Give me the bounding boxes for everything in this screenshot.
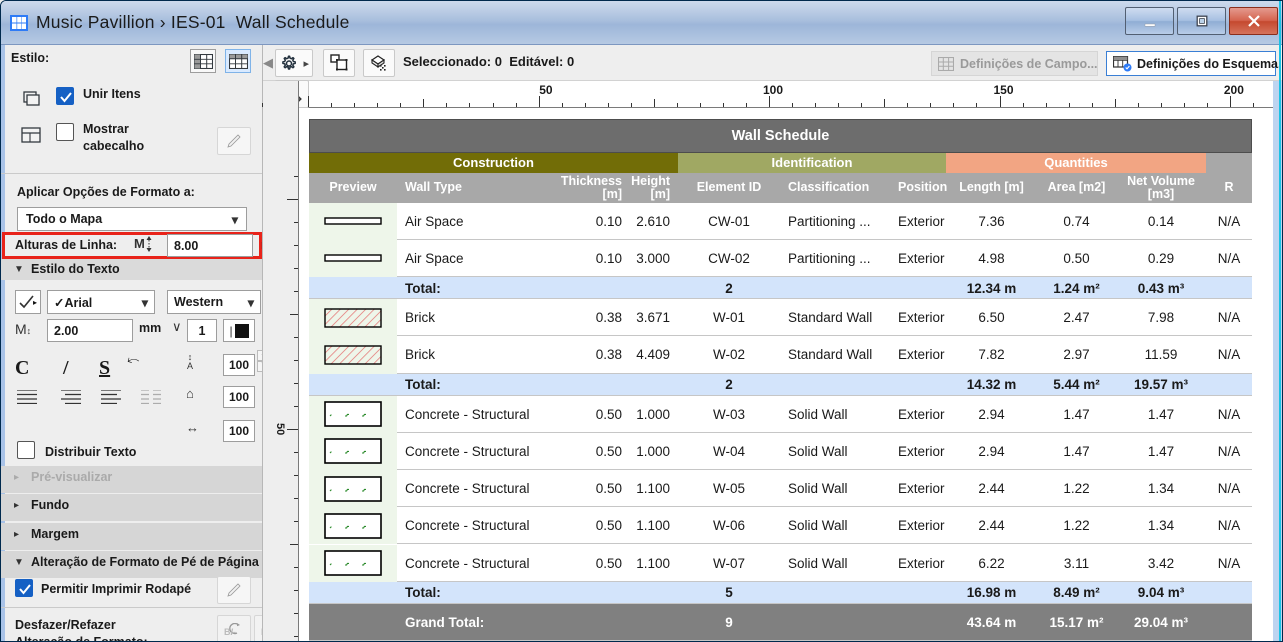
svg-text:M: M <box>134 236 145 251</box>
